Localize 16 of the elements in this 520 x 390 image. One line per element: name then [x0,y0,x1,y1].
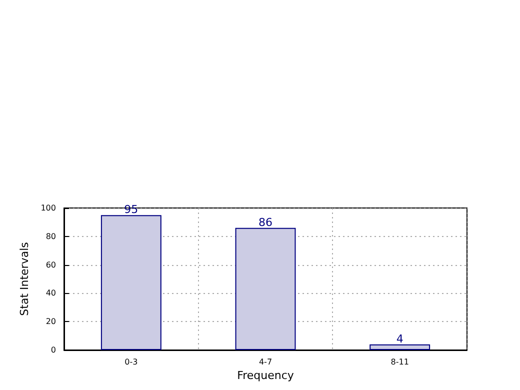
x-axis-title: Frequency [237,369,294,382]
bar [235,228,296,350]
y-tick-label: 100 [40,204,56,212]
y-axis-title: Stat Intervals [18,242,31,316]
y-tick-label: 40 [46,288,56,298]
bar [100,215,162,350]
x-tick-label: 4-7 [258,358,272,366]
x-tick-label: 8-11 [390,358,409,366]
y-tick-label: 60 [46,260,56,270]
y-tick-label: 80 [46,232,56,241]
y-tick-label: 20 [46,317,56,326]
data-label: 4 [396,332,404,346]
y-tick-label: 0 [50,346,56,354]
bar [370,344,430,350]
x-tick-label: 0-3 [124,358,138,366]
data-label: 86 [258,216,272,229]
